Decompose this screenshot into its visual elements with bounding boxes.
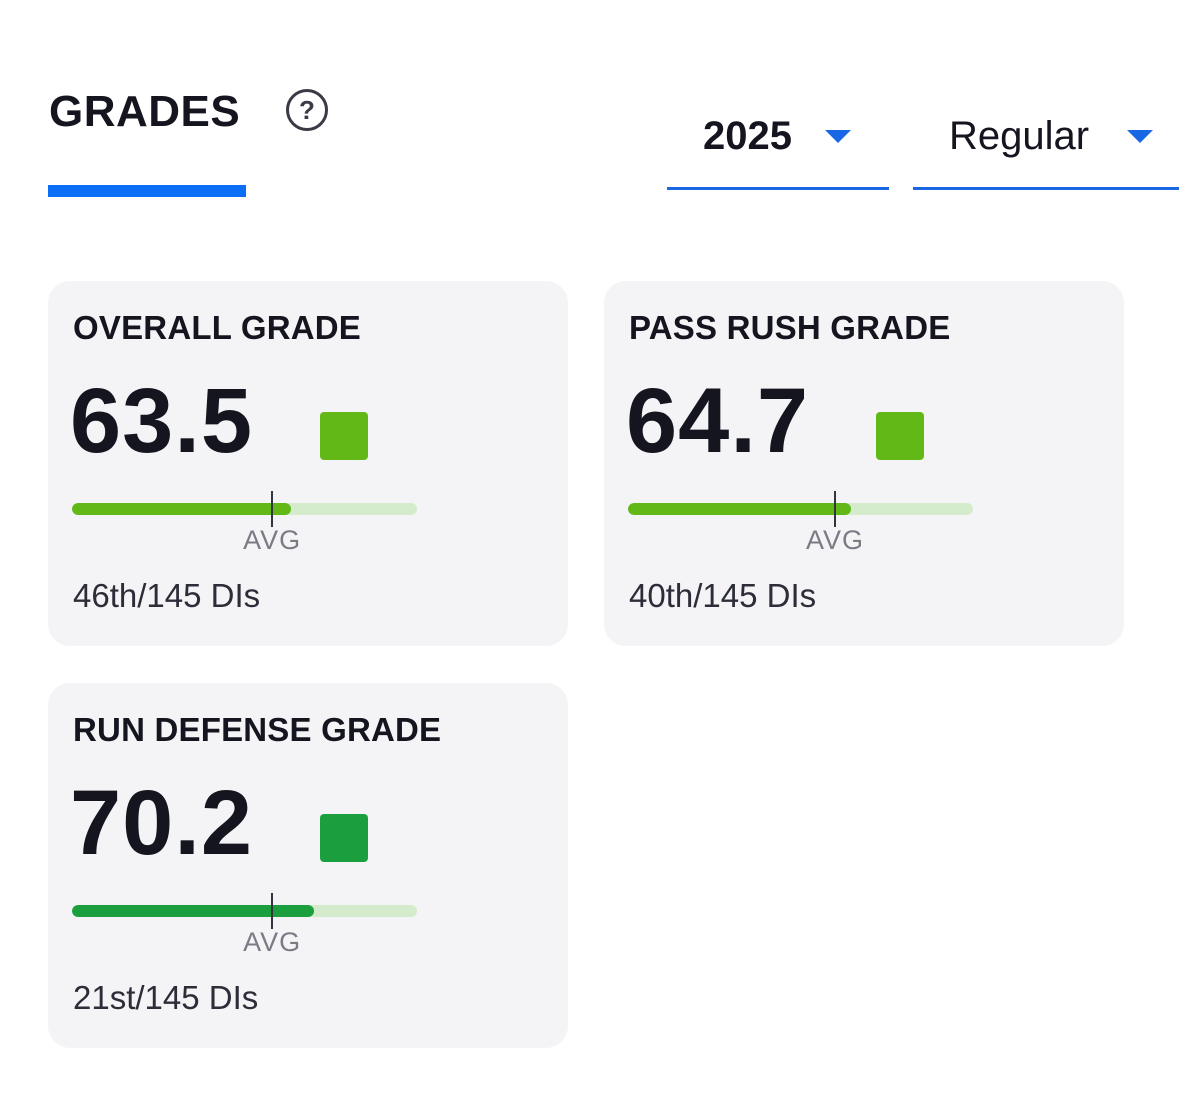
season-select[interactable]: 2025 bbox=[667, 100, 889, 190]
grade-rank: 40th/145 DIs bbox=[629, 577, 817, 614]
grade-color-swatch bbox=[320, 814, 368, 862]
grade-bar-fill bbox=[72, 503, 292, 515]
section-title: GRADES bbox=[49, 87, 241, 136]
card-title: OVERALL GRADE bbox=[73, 309, 362, 346]
grade-bar-track bbox=[72, 905, 417, 917]
avg-marker bbox=[271, 893, 274, 929]
avg-marker bbox=[834, 491, 836, 527]
active-tab-underline bbox=[48, 185, 246, 197]
grade-color-swatch bbox=[876, 412, 924, 460]
overall-grade-card: OVERALL GRADE 63.5 AVG 46th/145 DIs bbox=[48, 281, 568, 646]
grade-bar-track bbox=[628, 503, 973, 515]
run-defense-grade-card: RUN DEFENSE GRADE 70.2 AVG 21st/145 DIs bbox=[48, 683, 568, 1048]
card-title: RUN DEFENSE GRADE bbox=[73, 711, 442, 748]
grade-color-swatch bbox=[320, 412, 368, 460]
chevron-down-icon bbox=[1127, 130, 1153, 143]
avg-label: AVG bbox=[243, 525, 302, 555]
card-title: PASS RUSH GRADE bbox=[629, 309, 951, 346]
grade-rank: 21st/145 DIs bbox=[73, 979, 259, 1016]
avg-marker bbox=[271, 491, 274, 527]
chevron-down-icon bbox=[825, 130, 851, 143]
avg-label: AVG bbox=[243, 927, 302, 957]
season-select-value: 2025 bbox=[703, 114, 792, 158]
avg-label: AVG bbox=[805, 525, 864, 555]
grade-bar-track bbox=[72, 503, 417, 515]
season-type-select[interactable]: Regular bbox=[913, 100, 1179, 190]
grade-value: 64.7 bbox=[626, 370, 810, 472]
grade-value: 63.5 bbox=[70, 370, 254, 472]
grade-bar-fill bbox=[72, 905, 315, 917]
grade-rank: 46th/145 DIs bbox=[73, 577, 261, 614]
grade-value: 70.2 bbox=[70, 772, 254, 874]
help-icon[interactable]: ? bbox=[286, 89, 328, 131]
grade-bar-fill bbox=[628, 503, 852, 515]
pass-rush-grade-card: PASS RUSH GRADE 64.7 AVG 40th/145 DIs bbox=[604, 281, 1124, 646]
season-type-select-value: Regular bbox=[949, 114, 1090, 158]
